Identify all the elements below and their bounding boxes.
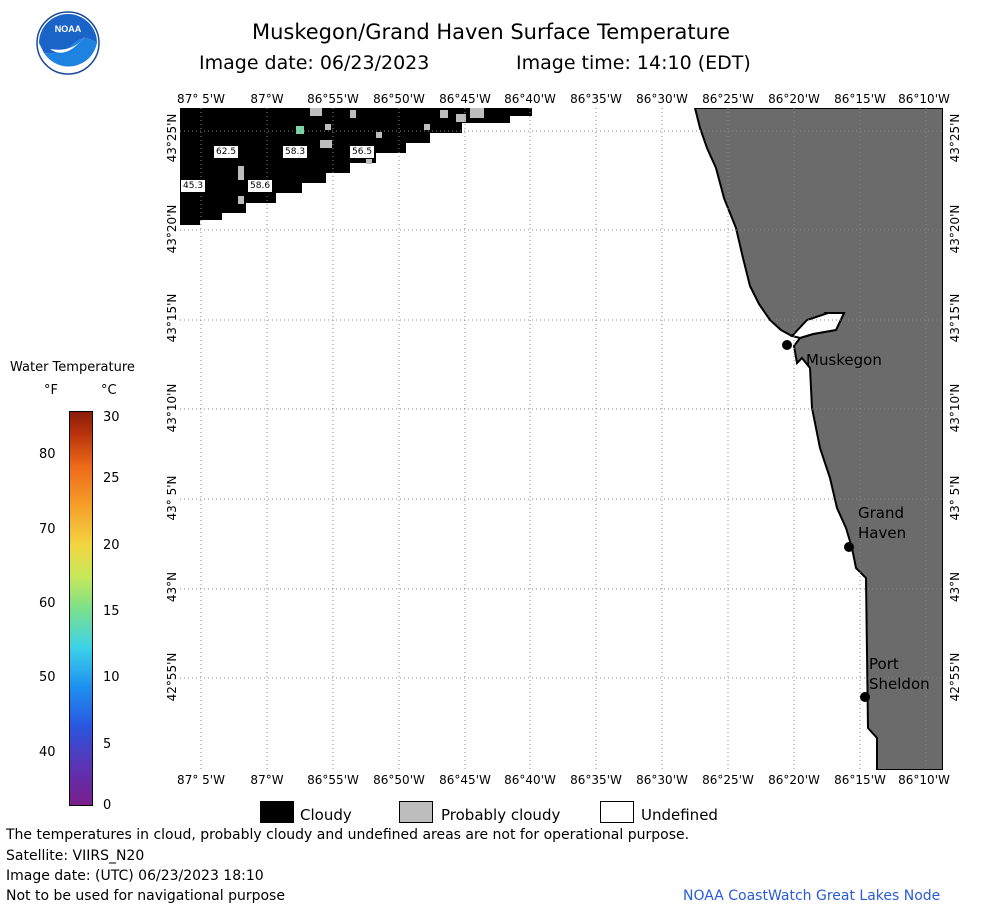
footer-satellite: Satellite: VIIRS_N20: [6, 848, 145, 864]
legend-undefined-label: Undefined: [641, 806, 718, 824]
footer-note: The temperatures in cloud, probably clou…: [6, 827, 690, 843]
legend-cloudy-swatch: [260, 801, 294, 823]
legend-cloudy-label: Cloudy: [300, 806, 352, 824]
sst-pixel: [296, 126, 304, 134]
land-area: [693, 108, 943, 770]
colorbar-title: Water Temperature: [10, 360, 135, 375]
colorbar-c-tick: 5: [103, 737, 112, 752]
city-label-muskegon: Muskegon: [806, 351, 882, 369]
lon-label-top: 86°50'W: [373, 92, 425, 106]
lat-label-left: 42°55'N: [165, 652, 179, 702]
image-time: Image time: 14:10 (EDT): [516, 52, 751, 74]
city-label-port-sheldon: Port Sheldon: [869, 655, 930, 693]
city-label-grand-haven: Grand Haven: [858, 504, 907, 542]
lat-label-right: 43°15'N: [948, 293, 962, 343]
lat-label-right: 42°55'N: [948, 652, 962, 702]
map-title: Muskegon/Grand Haven Surface Temperature: [251, 20, 731, 44]
legend-undefined-swatch: [600, 801, 634, 823]
muskegon-marker: [782, 340, 792, 350]
lon-label-top: 87°W: [250, 92, 284, 106]
lon-label-bottom: 86°45'W: [439, 773, 491, 787]
noaa-logo-text: NOAA: [55, 24, 82, 34]
colorbar-unit-c: °C: [101, 383, 117, 398]
temp-label: 56.5: [349, 145, 376, 159]
lon-label-top: 86°55'W: [307, 92, 359, 106]
lon-label-bottom: 86°50'W: [373, 773, 425, 787]
footer-utc-date: Image date: (UTC) 06/23/2023 18:10: [6, 868, 264, 884]
colorbar-unit-f: °F: [44, 383, 58, 398]
lon-label-top: 86°15'W: [834, 92, 886, 106]
lon-label-bottom: 86°25'W: [702, 773, 754, 787]
lon-label-bottom: 87° 5'W: [177, 773, 225, 787]
lat-label-right: 43°10'N: [948, 383, 962, 433]
footer-nav-warning: Not to be used for navigational purpose: [6, 888, 285, 904]
lat-label-left: 43°10'N: [165, 383, 179, 433]
lat-label-right: 43°20'N: [948, 204, 962, 254]
map: [180, 108, 943, 770]
colorbar-c-tick: 0: [103, 798, 112, 813]
colorbar-c-tick: 20: [103, 538, 120, 553]
temp-label: 62.5: [213, 145, 240, 159]
colorbar-f-tick: 70: [39, 522, 56, 537]
colorbar-f-tick: 40: [39, 745, 56, 760]
lon-label-bottom: 86°55'W: [307, 773, 359, 787]
colorbar-c-tick: 15: [103, 604, 120, 619]
lon-label-top: 86°35'W: [570, 92, 622, 106]
port-sheldon-marker: [860, 692, 870, 702]
lat-label-left: 43° 5'N: [165, 475, 179, 521]
colorbar-c-tick: 30: [103, 410, 120, 425]
colorbar: [69, 411, 93, 806]
lon-label-bottom: 87°W: [250, 773, 284, 787]
colorbar-f-tick: 80: [39, 447, 56, 462]
lon-label-top: 86°45'W: [439, 92, 491, 106]
lat-label-left: 43°20'N: [165, 204, 179, 254]
lat-label-left: 43°15'N: [165, 293, 179, 343]
lon-label-bottom: 86°40'W: [504, 773, 556, 787]
grand-haven-marker: [844, 542, 854, 552]
lon-label-bottom: 86°10'W: [898, 773, 950, 787]
colorbar-f-tick: 60: [39, 596, 56, 611]
probably-cloudy-pixels: [238, 108, 484, 204]
lat-label-right: 43° 5'N: [948, 475, 962, 521]
footer-credit: NOAA CoastWatch Great Lakes Node: [683, 888, 941, 904]
lon-label-top: 87° 5'W: [177, 92, 225, 106]
lon-label-bottom: 86°20'W: [768, 773, 820, 787]
lon-label-top: 86°10'W: [898, 92, 950, 106]
lon-label-top: 86°25'W: [702, 92, 754, 106]
lon-label-bottom: 86°15'W: [834, 773, 886, 787]
image-date: Image date: 06/23/2023: [199, 52, 430, 74]
lat-label-right: 43°N: [948, 571, 962, 603]
legend-probably-cloudy-swatch: [399, 801, 433, 823]
lon-label-top: 86°20'W: [768, 92, 820, 106]
lon-label-bottom: 86°35'W: [570, 773, 622, 787]
legend-probably-cloudy-label: Probably cloudy: [441, 806, 561, 824]
lon-label-bottom: 86°30'W: [636, 773, 688, 787]
lon-label-top: 86°30'W: [636, 92, 688, 106]
lat-label-left: 43°N: [165, 571, 179, 603]
noaa-logo: NOAA: [36, 11, 100, 75]
lat-label-left: 43°25'N: [165, 113, 179, 163]
cloud-region: [180, 108, 532, 225]
lat-label-right: 43°25'N: [948, 113, 962, 163]
colorbar-c-tick: 25: [103, 471, 120, 486]
temp-label: 58.3: [282, 145, 309, 159]
colorbar-c-tick: 10: [103, 670, 120, 685]
lon-label-top: 86°40'W: [504, 92, 556, 106]
colorbar-f-tick: 50: [39, 670, 56, 685]
temp-label: 58.6: [247, 179, 274, 193]
muskegon-lake: [790, 312, 846, 340]
temp-label: 45.3: [180, 179, 207, 193]
